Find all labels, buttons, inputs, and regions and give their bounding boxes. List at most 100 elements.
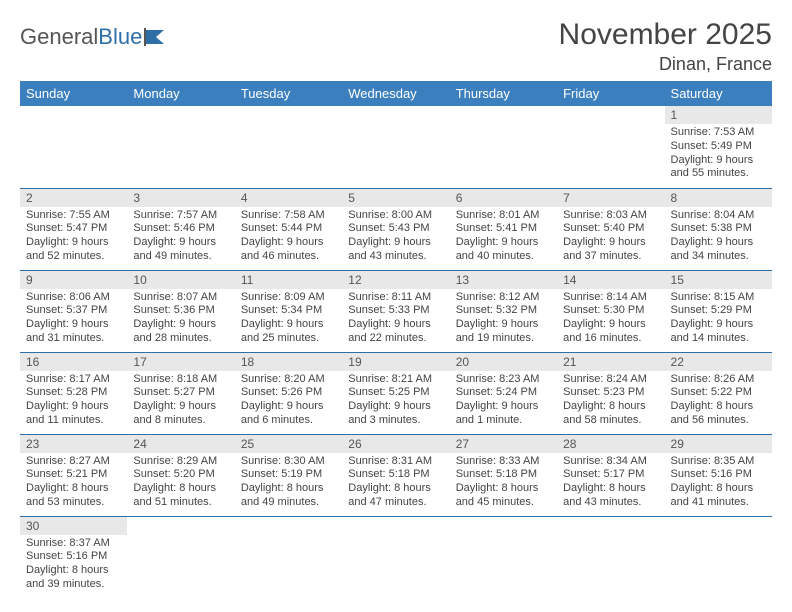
day-number: 25 xyxy=(235,435,342,453)
day-number: 18 xyxy=(235,353,342,371)
day-details: Sunrise: 8:14 AMSunset: 5:30 PMDaylight:… xyxy=(557,289,664,350)
day-details: Sunrise: 8:06 AMSunset: 5:37 PMDaylight:… xyxy=(20,289,127,350)
calendar-cell: 20Sunrise: 8:23 AMSunset: 5:24 PMDayligh… xyxy=(450,352,557,434)
calendar-table: SundayMondayTuesdayWednesdayThursdayFrid… xyxy=(20,81,772,598)
calendar-cell: 25Sunrise: 8:30 AMSunset: 5:19 PMDayligh… xyxy=(235,434,342,516)
day-details: Sunrise: 8:29 AMSunset: 5:20 PMDaylight:… xyxy=(127,453,234,514)
calendar-cell: 23Sunrise: 8:27 AMSunset: 5:21 PMDayligh… xyxy=(20,434,127,516)
calendar-row: 2Sunrise: 7:55 AMSunset: 5:47 PMDaylight… xyxy=(20,188,772,270)
day-number: 5 xyxy=(342,189,449,207)
calendar-cell: 19Sunrise: 8:21 AMSunset: 5:25 PMDayligh… xyxy=(342,352,449,434)
calendar-cell: 3Sunrise: 7:57 AMSunset: 5:46 PMDaylight… xyxy=(127,188,234,270)
day-details: Sunrise: 8:09 AMSunset: 5:34 PMDaylight:… xyxy=(235,289,342,350)
calendar-row: 9Sunrise: 8:06 AMSunset: 5:37 PMDaylight… xyxy=(20,270,772,352)
day-details: Sunrise: 8:30 AMSunset: 5:19 PMDaylight:… xyxy=(235,453,342,514)
calendar-cell: 30Sunrise: 8:37 AMSunset: 5:16 PMDayligh… xyxy=(20,516,127,598)
calendar-cell: 17Sunrise: 8:18 AMSunset: 5:27 PMDayligh… xyxy=(127,352,234,434)
day-number: 6 xyxy=(450,189,557,207)
calendar-cell: 26Sunrise: 8:31 AMSunset: 5:18 PMDayligh… xyxy=(342,434,449,516)
day-details: Sunrise: 8:18 AMSunset: 5:27 PMDaylight:… xyxy=(127,371,234,432)
day-number: 27 xyxy=(450,435,557,453)
calendar-cell-empty xyxy=(342,516,449,598)
logo-text-gray: General xyxy=(20,24,98,50)
calendar-row: 30Sunrise: 8:37 AMSunset: 5:16 PMDayligh… xyxy=(20,516,772,598)
calendar-row: 16Sunrise: 8:17 AMSunset: 5:28 PMDayligh… xyxy=(20,352,772,434)
day-number: 22 xyxy=(665,353,772,371)
day-number: 1 xyxy=(665,106,772,124)
calendar-cell-empty xyxy=(235,516,342,598)
calendar-cell: 11Sunrise: 8:09 AMSunset: 5:34 PMDayligh… xyxy=(235,270,342,352)
day-number: 21 xyxy=(557,353,664,371)
calendar-cell: 9Sunrise: 8:06 AMSunset: 5:37 PMDaylight… xyxy=(20,270,127,352)
calendar-cell: 4Sunrise: 7:58 AMSunset: 5:44 PMDaylight… xyxy=(235,188,342,270)
day-details: Sunrise: 8:07 AMSunset: 5:36 PMDaylight:… xyxy=(127,289,234,350)
calendar-cell: 28Sunrise: 8:34 AMSunset: 5:17 PMDayligh… xyxy=(557,434,664,516)
day-number: 13 xyxy=(450,271,557,289)
day-details: Sunrise: 7:58 AMSunset: 5:44 PMDaylight:… xyxy=(235,207,342,268)
calendar-cell: 12Sunrise: 8:11 AMSunset: 5:33 PMDayligh… xyxy=(342,270,449,352)
calendar-cell-empty xyxy=(557,516,664,598)
day-details: Sunrise: 8:27 AMSunset: 5:21 PMDaylight:… xyxy=(20,453,127,514)
day-number: 14 xyxy=(557,271,664,289)
day-number: 7 xyxy=(557,189,664,207)
day-details: Sunrise: 8:01 AMSunset: 5:41 PMDaylight:… xyxy=(450,207,557,268)
calendar-cell: 10Sunrise: 8:07 AMSunset: 5:36 PMDayligh… xyxy=(127,270,234,352)
calendar-cell: 5Sunrise: 8:00 AMSunset: 5:43 PMDaylight… xyxy=(342,188,449,270)
calendar-cell: 7Sunrise: 8:03 AMSunset: 5:40 PMDaylight… xyxy=(557,188,664,270)
weekday-header-row: SundayMondayTuesdayWednesdayThursdayFrid… xyxy=(20,81,772,106)
calendar-cell: 22Sunrise: 8:26 AMSunset: 5:22 PMDayligh… xyxy=(665,352,772,434)
day-number: 19 xyxy=(342,353,449,371)
calendar-cell: 21Sunrise: 8:24 AMSunset: 5:23 PMDayligh… xyxy=(557,352,664,434)
day-details: Sunrise: 8:17 AMSunset: 5:28 PMDaylight:… xyxy=(20,371,127,432)
day-details: Sunrise: 8:34 AMSunset: 5:17 PMDaylight:… xyxy=(557,453,664,514)
calendar-cell-empty xyxy=(665,516,772,598)
day-details: Sunrise: 8:20 AMSunset: 5:26 PMDaylight:… xyxy=(235,371,342,432)
day-number: 17 xyxy=(127,353,234,371)
day-number: 8 xyxy=(665,189,772,207)
day-number: 3 xyxy=(127,189,234,207)
day-number: 9 xyxy=(20,271,127,289)
logo-flag-icon xyxy=(144,28,168,46)
weekday-header: Thursday xyxy=(450,81,557,106)
calendar-cell-empty xyxy=(450,106,557,188)
calendar-cell-empty xyxy=(127,516,234,598)
calendar-cell: 24Sunrise: 8:29 AMSunset: 5:20 PMDayligh… xyxy=(127,434,234,516)
title-block: November 2025 Dinan, France xyxy=(559,18,772,75)
calendar-cell: 13Sunrise: 8:12 AMSunset: 5:32 PMDayligh… xyxy=(450,270,557,352)
day-number: 2 xyxy=(20,189,127,207)
calendar-cell: 15Sunrise: 8:15 AMSunset: 5:29 PMDayligh… xyxy=(665,270,772,352)
day-details: Sunrise: 8:31 AMSunset: 5:18 PMDaylight:… xyxy=(342,453,449,514)
day-number: 29 xyxy=(665,435,772,453)
day-details: Sunrise: 8:04 AMSunset: 5:38 PMDaylight:… xyxy=(665,207,772,268)
day-details: Sunrise: 7:57 AMSunset: 5:46 PMDaylight:… xyxy=(127,207,234,268)
day-details: Sunrise: 7:53 AMSunset: 5:49 PMDaylight:… xyxy=(665,124,772,185)
day-details: Sunrise: 8:00 AMSunset: 5:43 PMDaylight:… xyxy=(342,207,449,268)
calendar-cell-empty xyxy=(127,106,234,188)
weekday-header: Tuesday xyxy=(235,81,342,106)
logo-text-blue: Blue xyxy=(98,24,142,50)
calendar-cell-empty xyxy=(557,106,664,188)
day-number: 28 xyxy=(557,435,664,453)
calendar-cell: 2Sunrise: 7:55 AMSunset: 5:47 PMDaylight… xyxy=(20,188,127,270)
calendar-cell: 14Sunrise: 8:14 AMSunset: 5:30 PMDayligh… xyxy=(557,270,664,352)
day-number: 10 xyxy=(127,271,234,289)
day-details: Sunrise: 8:23 AMSunset: 5:24 PMDaylight:… xyxy=(450,371,557,432)
day-number: 12 xyxy=(342,271,449,289)
calendar-cell: 8Sunrise: 8:04 AMSunset: 5:38 PMDaylight… xyxy=(665,188,772,270)
calendar-cell: 27Sunrise: 8:33 AMSunset: 5:18 PMDayligh… xyxy=(450,434,557,516)
calendar-cell: 18Sunrise: 8:20 AMSunset: 5:26 PMDayligh… xyxy=(235,352,342,434)
calendar-cell: 6Sunrise: 8:01 AMSunset: 5:41 PMDaylight… xyxy=(450,188,557,270)
day-details: Sunrise: 8:15 AMSunset: 5:29 PMDaylight:… xyxy=(665,289,772,350)
header: GeneralBlue November 2025 Dinan, France xyxy=(20,18,772,75)
calendar-cell-empty xyxy=(20,106,127,188)
day-details: Sunrise: 8:33 AMSunset: 5:18 PMDaylight:… xyxy=(450,453,557,514)
calendar-row: 1Sunrise: 7:53 AMSunset: 5:49 PMDaylight… xyxy=(20,106,772,188)
weekday-header: Wednesday xyxy=(342,81,449,106)
day-details: Sunrise: 8:24 AMSunset: 5:23 PMDaylight:… xyxy=(557,371,664,432)
day-details: Sunrise: 8:21 AMSunset: 5:25 PMDaylight:… xyxy=(342,371,449,432)
day-number: 30 xyxy=(20,517,127,535)
day-details: Sunrise: 8:26 AMSunset: 5:22 PMDaylight:… xyxy=(665,371,772,432)
calendar-cell-empty xyxy=(235,106,342,188)
day-number: 11 xyxy=(235,271,342,289)
day-number: 20 xyxy=(450,353,557,371)
